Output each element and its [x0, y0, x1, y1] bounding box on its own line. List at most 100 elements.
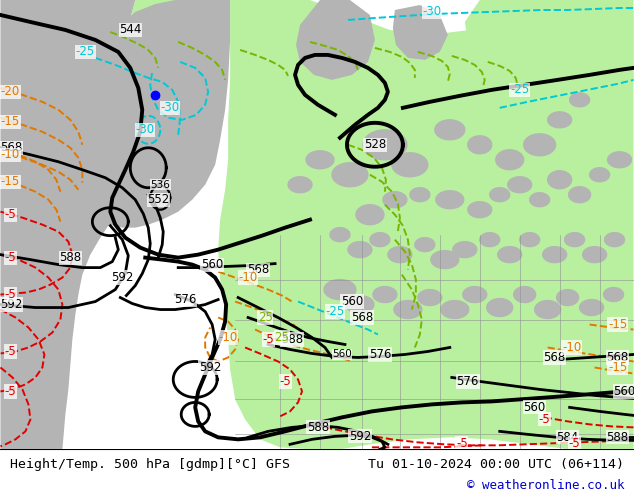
Text: 568: 568 [543, 351, 566, 364]
Polygon shape [480, 233, 500, 246]
Polygon shape [524, 134, 555, 156]
Text: 576: 576 [174, 293, 197, 306]
Text: -15: -15 [608, 318, 627, 331]
Text: Tu 01-10-2024 00:00 UTC (06+114): Tu 01-10-2024 00:00 UTC (06+114) [368, 458, 624, 471]
Text: -25: -25 [510, 83, 529, 97]
Polygon shape [436, 191, 464, 209]
Text: 588: 588 [60, 251, 81, 264]
Polygon shape [468, 202, 492, 218]
Text: -5: -5 [4, 288, 16, 301]
Polygon shape [548, 171, 572, 189]
Polygon shape [590, 168, 609, 182]
Text: -5: -5 [569, 437, 581, 450]
Polygon shape [373, 287, 397, 302]
Text: -10: -10 [1, 148, 20, 161]
Polygon shape [487, 298, 513, 317]
Polygon shape [218, 0, 633, 449]
Polygon shape [557, 290, 579, 306]
Text: -5: -5 [456, 437, 468, 450]
Polygon shape [530, 193, 550, 207]
Text: 588: 588 [307, 421, 329, 434]
Polygon shape [363, 130, 407, 160]
Polygon shape [346, 295, 374, 314]
Text: 560: 560 [201, 258, 223, 271]
Text: 592: 592 [111, 271, 134, 284]
Text: 560: 560 [524, 401, 546, 414]
Polygon shape [332, 163, 368, 187]
Polygon shape [356, 205, 384, 224]
Text: -30: -30 [136, 123, 155, 136]
Text: -5: -5 [4, 345, 16, 358]
Text: © weatheronline.co.uk: © weatheronline.co.uk [467, 479, 624, 490]
Polygon shape [288, 177, 312, 193]
Polygon shape [565, 233, 585, 246]
Text: -15: -15 [1, 175, 20, 188]
Text: -30: -30 [160, 101, 180, 114]
Polygon shape [570, 93, 590, 107]
Text: 568: 568 [1, 141, 23, 154]
Polygon shape [543, 246, 567, 263]
Polygon shape [468, 136, 492, 154]
Polygon shape [435, 120, 465, 140]
Text: 560: 560 [341, 295, 363, 308]
Polygon shape [1, 0, 158, 449]
Text: 588: 588 [281, 333, 303, 346]
Text: 552: 552 [147, 193, 169, 206]
Polygon shape [490, 188, 510, 202]
Text: -10: -10 [562, 341, 581, 354]
Polygon shape [415, 238, 435, 252]
Text: -25: -25 [325, 305, 345, 318]
Text: 592: 592 [0, 298, 23, 311]
Text: -5: -5 [279, 375, 291, 388]
Polygon shape [579, 299, 604, 316]
Text: -25: -25 [75, 46, 95, 58]
Polygon shape [418, 290, 442, 306]
Polygon shape [508, 177, 532, 193]
Polygon shape [463, 287, 487, 302]
Text: -20: -20 [1, 85, 20, 98]
Polygon shape [605, 233, 624, 246]
Text: -15: -15 [1, 115, 20, 128]
Text: 25: 25 [257, 311, 273, 324]
Polygon shape [348, 242, 372, 258]
Polygon shape [496, 150, 524, 170]
Polygon shape [534, 300, 560, 318]
Polygon shape [453, 242, 477, 258]
Polygon shape [324, 280, 356, 299]
Polygon shape [410, 188, 430, 202]
Polygon shape [548, 112, 572, 128]
Polygon shape [465, 0, 633, 95]
Polygon shape [108, 0, 220, 162]
Text: Height/Temp. 500 hPa [gdmp][°C] GFS: Height/Temp. 500 hPa [gdmp][°C] GFS [10, 458, 290, 471]
Text: -10: -10 [219, 331, 238, 344]
Polygon shape [498, 246, 522, 263]
Text: -30: -30 [422, 5, 441, 19]
Polygon shape [392, 153, 428, 177]
Polygon shape [388, 246, 412, 263]
Text: 576: 576 [369, 348, 391, 361]
Text: 576: 576 [456, 375, 479, 388]
Text: 560: 560 [614, 385, 634, 398]
Text: -5: -5 [262, 333, 274, 346]
Polygon shape [306, 151, 334, 169]
Polygon shape [58, 0, 230, 228]
Polygon shape [607, 152, 631, 168]
Text: 560: 560 [332, 349, 352, 360]
Text: 568: 568 [607, 351, 629, 364]
Polygon shape [330, 228, 350, 242]
Polygon shape [604, 288, 624, 301]
Text: 592: 592 [349, 430, 371, 443]
Polygon shape [383, 192, 407, 208]
Text: 568: 568 [351, 311, 373, 324]
Text: 25: 25 [275, 331, 290, 344]
Text: -15: -15 [608, 361, 627, 374]
Polygon shape [296, 0, 375, 80]
Polygon shape [514, 287, 536, 302]
Polygon shape [520, 233, 540, 246]
Polygon shape [394, 300, 422, 318]
Text: -5: -5 [4, 251, 16, 264]
Polygon shape [431, 250, 459, 269]
Text: 544: 544 [119, 24, 141, 36]
Text: 536: 536 [150, 180, 170, 190]
Text: 584: 584 [557, 431, 579, 444]
